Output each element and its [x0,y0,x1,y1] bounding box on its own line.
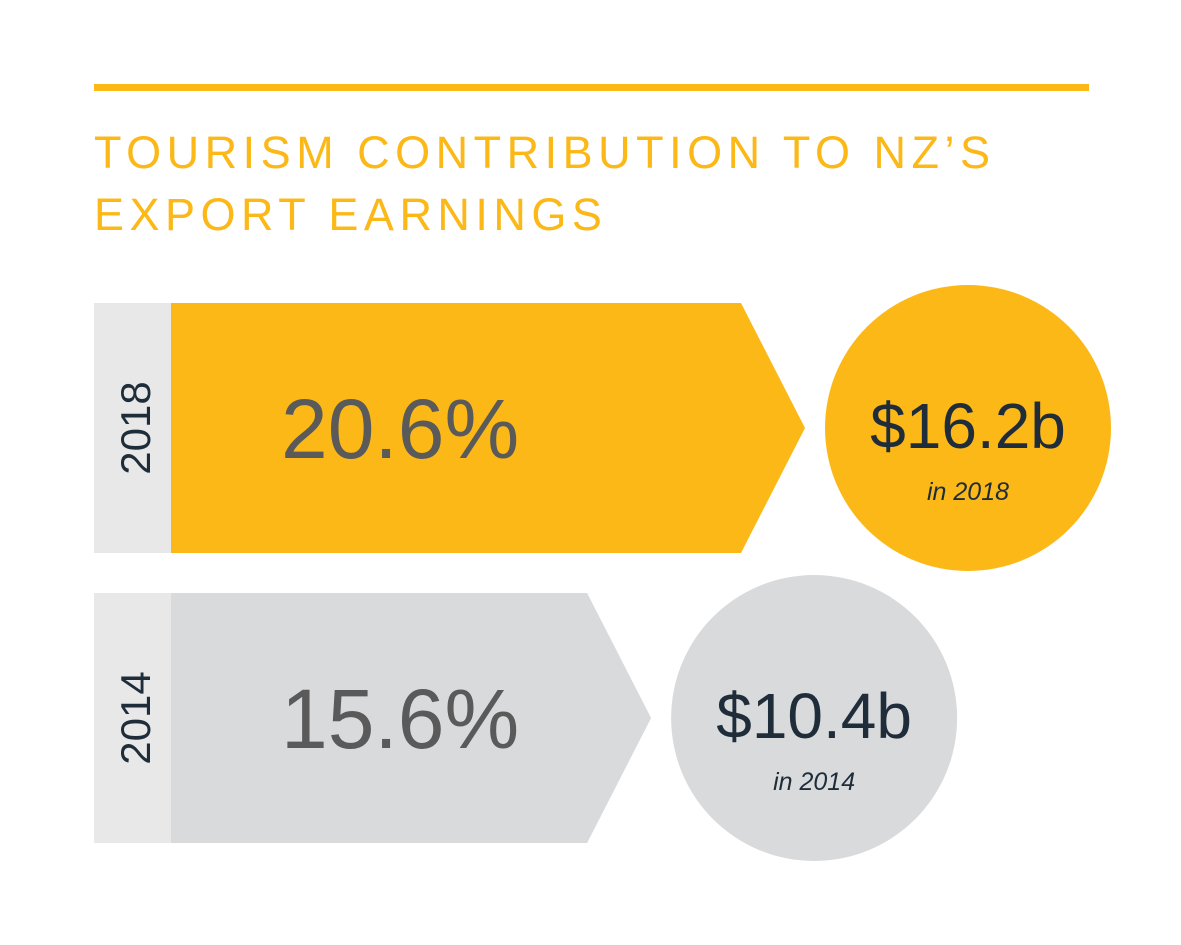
share-label: 20.6% [281,382,519,476]
earnings-label: $10.4b [716,680,912,752]
year-tab [94,303,171,553]
year-label: 2018 [112,381,159,474]
year-tab [94,593,171,843]
earnings-note: in 2014 [773,768,855,796]
chart-title: TOURISM CONTRIBUTION TO NZ’S EXPORT EARN… [94,127,996,240]
top-rule [94,84,1089,91]
arrow-bar [171,303,805,553]
earnings-circle [671,575,958,861]
year-label: 2014 [112,671,159,764]
share-label: 15.6% [281,672,519,766]
earnings-label: $16.2b [870,390,1066,462]
earnings-note: in 2018 [927,478,1009,506]
arrow-bar [171,593,652,843]
earnings-circle [825,285,1111,571]
